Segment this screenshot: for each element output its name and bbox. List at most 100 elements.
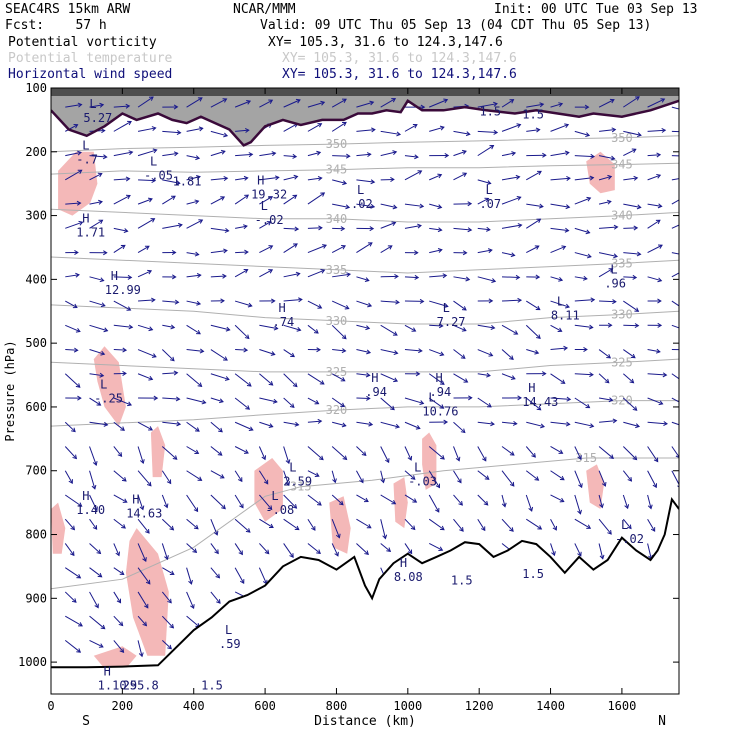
wind-arrowhead [103,421,109,427]
wind-arrow [283,243,298,253]
wind-arrowhead [657,322,663,328]
theta-label: 335 [326,263,348,277]
wind-arrow [89,201,103,205]
wind-arrow [307,300,322,309]
wind-arrow [574,373,593,376]
wind-arrowhead [636,204,642,210]
wind-arrow [598,518,612,535]
wind-arrowhead [599,554,605,560]
wind-arrowhead [317,418,323,424]
wind-arrowhead [458,501,463,506]
wind-arrowhead [537,525,543,530]
extremum-value: -.7 [76,152,98,166]
wind-arrowhead [193,524,199,530]
wind-arrowhead [361,451,367,456]
wind-arrow [89,470,96,489]
wind-arrowhead [268,245,274,250]
wind-arrowhead [76,573,82,579]
wind-arrow [307,397,319,405]
wind-arrow [161,640,172,650]
wind-arrowhead [439,525,445,531]
extremum-value: 1.5 [451,573,473,587]
wind-arrowhead [387,245,393,250]
wind-arrowhead [223,248,228,254]
wind-arrowhead [367,242,373,247]
wind-arrowhead [385,458,390,464]
wind-arrowhead [170,324,176,330]
wind-arrow [501,196,521,205]
wind-arrow [525,397,541,411]
wind-arrowhead [483,500,489,506]
wind-arrow [598,470,606,487]
wind-arrowhead [484,197,490,203]
wind-arrowhead [222,98,228,103]
wind-arrowhead [658,244,663,249]
wind-arrowhead [196,273,202,279]
wind-arrowhead [559,475,565,481]
wind-arrow [89,219,103,229]
wind-arrow [598,99,615,108]
wind-arrowhead [100,350,106,356]
extremum-marker: L [89,97,96,111]
wind-arrowhead [658,400,664,406]
wind-arrowhead [439,351,445,357]
wind-arrow [380,151,397,157]
init-label: Init: 00 UTC Tue 03 Sep 13 [494,2,698,17]
wind-arrowhead [437,247,443,253]
wind-arrowhead [169,623,175,629]
wind-arrowhead [295,271,301,277]
wind-arrowhead [292,153,298,159]
wind-arrow [186,252,199,256]
extremum-value: 1.10 [98,679,127,693]
wind-arrowhead [655,348,661,354]
wind-arrow [477,103,498,108]
wind-arrow [210,470,225,479]
wind-arrowhead [439,125,445,131]
wind-arrow [477,324,495,329]
wind-arrow [356,494,369,502]
wind-arrowhead [144,245,150,251]
wind-arrow [307,227,322,229]
wind-arrowhead [316,150,322,156]
wind-arrow [259,196,273,205]
wind-arrowhead [75,383,81,388]
wind-arrow [283,470,290,486]
wind-arrow [186,97,203,108]
extremum-value: 1.5 [479,105,501,119]
wind-arrowhead [78,220,84,226]
wind-arrow [331,470,336,483]
wind-arrow [622,446,637,460]
wind-arrowhead [394,273,399,279]
wind-arrowhead [627,476,633,482]
wind-arrowhead [557,327,563,332]
wind-arrowhead [392,150,398,156]
wind-arrowhead [439,404,445,409]
wind-arrowhead [342,121,347,127]
theta-label: 350 [611,131,633,145]
wind-arrow [161,470,172,484]
wind-arrowhead [407,549,413,555]
wind-arrowhead [678,197,679,199]
wind-arrowhead [270,298,276,304]
wind-arrowhead [558,449,564,454]
wind-arrow [380,349,398,354]
wind-arrowhead [460,354,466,359]
extremum-value: -.03 [408,474,437,488]
wind-arrow [89,567,102,578]
wind-arrow [623,96,640,108]
wind-arrowhead [292,382,298,388]
wind-arrow [113,227,128,232]
wind-arrow [162,567,175,575]
wind-arrowhead [606,353,612,359]
wind-arrowhead [76,200,82,206]
wind-arrowhead [417,170,423,175]
wind-arrowhead [71,598,77,603]
wind-arrowhead [148,426,153,431]
y-tick-label: 600 [25,400,47,414]
extremum-value: .94 [365,385,387,399]
wind-arrowhead [509,481,515,487]
wind-arrowhead [273,325,279,331]
wind-arrow [161,543,168,560]
extremum-value: 5.27 [83,111,112,125]
wind-arrowhead [345,204,351,210]
